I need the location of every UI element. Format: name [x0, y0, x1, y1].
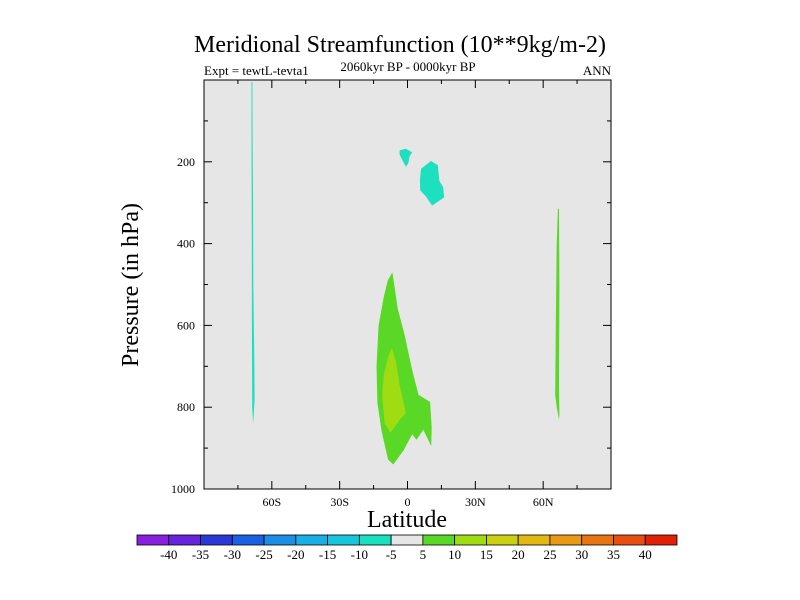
y-axis-label: Pressure (in hPa): [118, 203, 144, 367]
x-tick-label: 60N: [533, 495, 554, 509]
x-tick-label: 60S: [262, 495, 281, 509]
colorbar-label: -5: [386, 547, 397, 562]
chart-title: Meridional Streamfunction (10**9kg/m-2): [194, 32, 606, 58]
colorbar-box: [422, 534, 456, 546]
colorbar-box: [295, 534, 328, 546]
colorbar-box: [517, 534, 551, 546]
colorbar-box: [231, 534, 265, 546]
experiment-label: Expt = tewtL-tevta1: [204, 63, 309, 78]
nh-polar-cell-positive: [555, 208, 560, 420]
colorbar-box: [168, 534, 201, 546]
colorbar-box: [613, 534, 646, 546]
axis-ticks: 60S 30S 0 30N 60N 200 400 600 800 1000: [171, 80, 611, 509]
season-label: ANN: [583, 63, 612, 78]
colorbar-label: 35: [607, 547, 620, 562]
colorbar-box: [390, 534, 424, 546]
colorbar-label: -40: [160, 547, 177, 562]
colorbar-box: [263, 534, 297, 546]
tropical-cell-positive-core: [382, 347, 406, 433]
colorbar-label: -25: [255, 547, 272, 562]
colorbar-label: -15: [319, 547, 336, 562]
colorbar-label: -20: [287, 547, 304, 562]
y-tick-label: 600: [177, 318, 195, 332]
chart-subtitle: 2060kyr BP - 0000kyr BP: [340, 59, 475, 74]
colorbar-label: 15: [480, 547, 493, 562]
colorbar-box: [581, 534, 614, 546]
colorbar-box: [644, 534, 678, 546]
colorbar-label: 40: [639, 547, 652, 562]
colorbar-box: [454, 534, 487, 546]
x-axis-label: Latitude: [367, 507, 447, 533]
colorbar-label: 25: [543, 547, 556, 562]
sh-polar-cell-negative: [251, 82, 255, 424]
colorbar-box: [549, 534, 583, 546]
upper-cell-negative-large: [419, 161, 445, 206]
colorbar-box: [358, 534, 392, 546]
contour-regions: [251, 82, 560, 465]
y-tick-label: 200: [177, 155, 195, 169]
colorbar: -40 -35 -30 -25 -20 -15 -10 -5 5 10 15 20 25 30 35 40: [136, 534, 678, 562]
colorbar-label: -30: [224, 547, 241, 562]
colorbar-box: [327, 534, 360, 546]
colorbar-label: 5: [420, 547, 427, 562]
y-tick-label: 400: [177, 237, 195, 251]
colorbar-label: 30: [575, 547, 588, 562]
upper-cell-negative-small: [399, 148, 413, 167]
y-tick-label: 1000: [171, 482, 195, 496]
x-tick-label: 0: [405, 495, 411, 509]
y-tick-label: 800: [177, 400, 195, 414]
colorbar-label: 20: [512, 547, 525, 562]
x-tick-label: 30N: [465, 495, 486, 509]
colorbar-box: [486, 534, 519, 546]
colorbar-label: -35: [192, 547, 209, 562]
colorbar-label: -10: [351, 547, 368, 562]
colorbar-box: [136, 534, 170, 546]
colorbar-label: 10: [448, 547, 461, 562]
colorbar-box: [200, 534, 233, 546]
x-tick-label: 30S: [330, 495, 349, 509]
